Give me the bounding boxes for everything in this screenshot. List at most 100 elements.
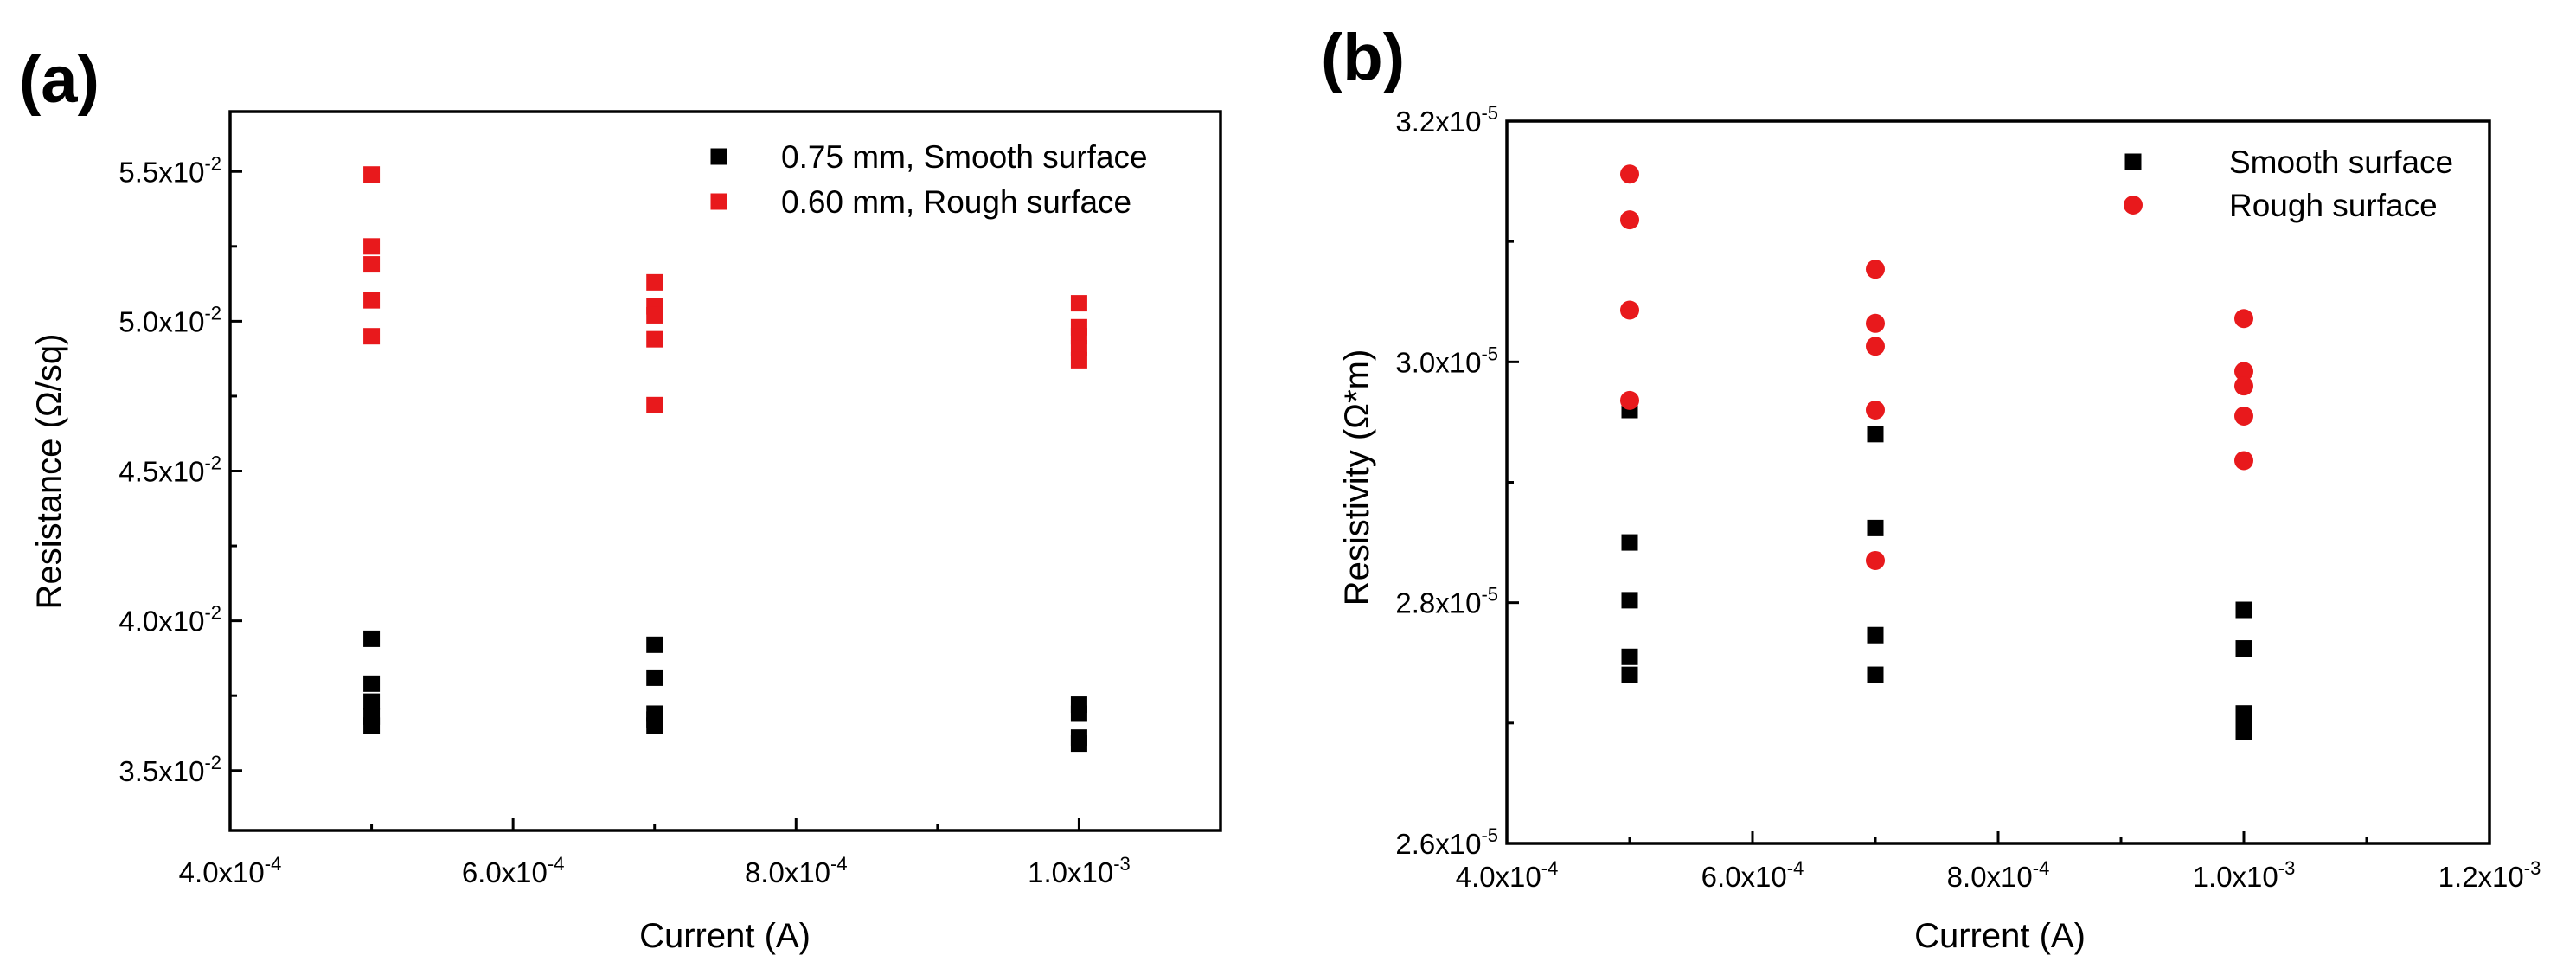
legend-marker — [2124, 196, 2143, 215]
legend-marker — [710, 148, 727, 165]
data-point — [2234, 309, 2253, 329]
data-point — [1621, 648, 1638, 665]
plot-frame — [1505, 119, 2491, 845]
data-point — [1070, 295, 1087, 312]
legend-label: 0.60 mm, Rough surface — [781, 184, 1131, 220]
data-point — [363, 693, 381, 710]
y-tick-label-mantissa: 2.6x10 — [1395, 828, 1481, 860]
x-axis-title: Current (A) — [1914, 917, 2086, 955]
x-tick-label-exponent: -4 — [548, 853, 565, 875]
x-tick-label: 1.2x10-3 — [2438, 857, 2541, 893]
x-tick-label: 4.0x10-4 — [179, 853, 282, 888]
data-point — [363, 238, 381, 255]
x-tick-label: 1.0x10-3 — [2193, 857, 2296, 893]
data-point — [1070, 705, 1087, 722]
y-tick-label-exponent: -2 — [204, 302, 221, 324]
data-point — [1070, 351, 1087, 369]
y-tick-label: 5.5x10-2 — [119, 152, 221, 188]
data-point — [2234, 362, 2253, 381]
y-axis-title: Resistivity (Ω*m) — [1338, 349, 1376, 606]
y-tick-label: 4.5x10-2 — [119, 452, 221, 488]
y-tick-label: 4.0x10-2 — [119, 602, 221, 638]
y-tick-label-mantissa: 4.5x10 — [119, 456, 204, 488]
x-tick-label: 8.0x10-4 — [745, 853, 848, 888]
data-point — [2235, 601, 2252, 619]
y-tick-label: 2.6x10-5 — [1395, 824, 1498, 860]
y-tick-label-mantissa: 3.0x10 — [1395, 346, 1481, 378]
x-tick-label-mantissa: 6.0x10 — [462, 856, 548, 888]
data-point — [363, 256, 381, 273]
data-point — [1866, 550, 1885, 570]
data-point — [2235, 723, 2252, 740]
data-point — [1866, 260, 1885, 279]
legend: 0.75 mm, Smooth surface 0.60 mm, Rough su… — [710, 139, 1148, 220]
x-tick-label-exponent: -3 — [1113, 853, 1131, 875]
y-tick-label-exponent: -5 — [1481, 584, 1498, 606]
x-tick-label-mantissa: 4.0x10 — [179, 856, 265, 888]
x-tick-label-mantissa: 1.0x10 — [2193, 861, 2278, 893]
panel-label: (a) — [19, 43, 99, 117]
data-point — [1620, 210, 1639, 230]
data-point — [646, 636, 663, 653]
series-1 — [1621, 401, 2252, 740]
x-tick-label-mantissa: 4.0x10 — [1456, 861, 1541, 893]
series-2 — [1620, 164, 2253, 570]
y-tick-label-exponent: -5 — [1481, 343, 1498, 364]
x-tick-label-exponent: -4 — [830, 853, 848, 875]
x-tick-label-exponent: -4 — [265, 853, 282, 875]
data-point — [1070, 735, 1087, 753]
x-tick-label-exponent: -3 — [2524, 857, 2541, 879]
data-point — [646, 306, 663, 324]
chart-panel-b: (b)4.0x10-4 6.0x10-4 8.0x10-4 1.0x10-3 1.2x1… — [1321, 21, 2541, 955]
data-point — [1867, 626, 1884, 644]
x-tick-label-exponent: -3 — [2278, 857, 2296, 879]
data-point — [2235, 640, 2252, 657]
y-tick-label-mantissa: 5.5x10 — [119, 156, 204, 188]
y-tick-label-exponent: -5 — [1481, 102, 1498, 124]
x-tick-label: 4.0x10-4 — [1456, 857, 1559, 893]
y-tick-label: 3.0x10-5 — [1395, 343, 1498, 378]
chart-panel-a: (a)4.0x10-4 6.0x10-4 8.0x10-4 1.0x10-33.5x1… — [19, 43, 1222, 955]
data-point — [1621, 666, 1638, 683]
data-point — [646, 273, 663, 291]
series-2 — [363, 166, 1087, 413]
data-point — [646, 396, 663, 413]
x-tick-label-mantissa: 1.0x10 — [1028, 856, 1113, 888]
data-point — [363, 328, 381, 345]
x-tick-label-mantissa: 6.0x10 — [1701, 861, 1787, 893]
y-tick-label-exponent: -2 — [204, 602, 221, 624]
y-tick-label: 2.8x10-5 — [1395, 584, 1498, 619]
data-point — [646, 669, 663, 686]
x-axis-title: Current (A) — [639, 917, 811, 955]
data-point — [2234, 406, 2253, 426]
x-tick-label: 6.0x10-4 — [1701, 857, 1804, 893]
data-point — [1866, 313, 1885, 333]
data-point — [363, 630, 381, 647]
data-point — [2234, 451, 2253, 471]
legend-label: Rough surface — [2229, 188, 2438, 223]
x-tick-label-exponent: -4 — [1541, 857, 1559, 879]
x-tick-label: 1.0x10-3 — [1028, 853, 1131, 888]
y-tick-label-exponent: -2 — [204, 752, 221, 773]
data-point — [363, 717, 381, 734]
panel-label: (b) — [1321, 21, 1405, 94]
data-point — [646, 330, 663, 348]
y-tick-label: 3.2x10-5 — [1395, 102, 1498, 138]
y-tick-label: 3.5x10-2 — [119, 752, 221, 787]
legend: Smooth surface Rough surface — [2124, 144, 2453, 223]
x-tick-label-exponent: -4 — [2033, 857, 2050, 879]
data-point — [1866, 401, 1885, 420]
y-tick-label-exponent: -2 — [204, 152, 221, 174]
x-tick-label: 8.0x10-4 — [1947, 857, 2050, 893]
y-tick-label-exponent: -2 — [204, 452, 221, 474]
data-point — [1621, 534, 1638, 551]
y-tick-label-mantissa: 4.0x10 — [119, 606, 204, 638]
data-point — [1867, 426, 1884, 443]
data-point — [363, 292, 381, 309]
x-tick-label-mantissa: 8.0x10 — [745, 856, 830, 888]
y-tick-label-exponent: -5 — [1481, 824, 1498, 846]
data-point — [1620, 300, 1639, 320]
legend-marker — [2124, 153, 2142, 170]
y-tick-label-mantissa: 3.5x10 — [119, 755, 204, 787]
